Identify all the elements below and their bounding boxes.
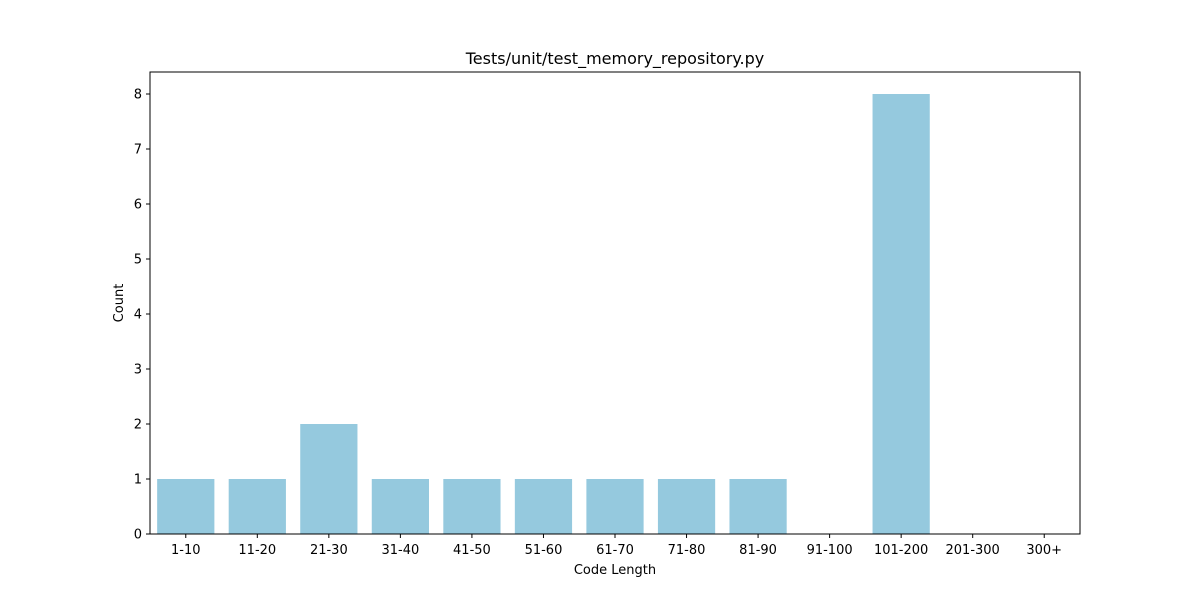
bar-41-50 bbox=[443, 479, 501, 534]
y-tick-label: 7 bbox=[134, 143, 142, 158]
x-tick-label: 201-300 bbox=[946, 543, 1000, 558]
y-tick-label: 2 bbox=[134, 418, 142, 433]
plot-area-frame bbox=[149, 71, 1081, 535]
x-axis-label: Code Length bbox=[574, 563, 656, 578]
bar-11-20 bbox=[228, 479, 286, 534]
y-tick-label: 1 bbox=[134, 473, 142, 488]
y-tick-label: 3 bbox=[134, 363, 142, 378]
bar-101-200 bbox=[872, 94, 930, 534]
chart-title: Tests/unit/test_memory_repository.py bbox=[465, 49, 765, 69]
x-tick-label: 61-70 bbox=[596, 543, 634, 558]
x-tick-label: 41-50 bbox=[453, 543, 491, 558]
bar-71-80 bbox=[657, 479, 716, 534]
y-tick-label: 0 bbox=[134, 528, 142, 543]
bar-1-10 bbox=[157, 479, 215, 534]
y-tick-label: 8 bbox=[134, 88, 142, 103]
x-tick-label: 300+ bbox=[1026, 543, 1062, 558]
x-tick-label: 1-10 bbox=[171, 543, 201, 558]
y-axis-label: Count bbox=[112, 284, 127, 323]
bars-group bbox=[157, 94, 930, 534]
bar-51-60 bbox=[514, 479, 573, 534]
bar-61-70 bbox=[586, 479, 644, 534]
bar-31-40 bbox=[371, 479, 429, 534]
y-tick-label: 5 bbox=[134, 253, 142, 268]
x-tick-label: 51-60 bbox=[525, 543, 563, 558]
x-tick-label: 11-20 bbox=[238, 543, 276, 558]
bar-81-90 bbox=[729, 479, 787, 534]
x-tick-label: 71-80 bbox=[668, 543, 706, 558]
x-tick-label: 31-40 bbox=[381, 543, 419, 558]
x-tick-label: 91-100 bbox=[807, 543, 853, 558]
x-axis-ticks: 1-10 11-20 21-30 31-40 41-50 51-60 61-70 71-80 8… bbox=[171, 534, 1062, 558]
y-tick-label: 6 bbox=[134, 198, 142, 213]
x-tick-label: 81-90 bbox=[739, 543, 777, 558]
x-tick-label: 101-200 bbox=[874, 543, 928, 558]
y-axis-ticks: 0 1 2 3 4 5 6 7 8 bbox=[134, 88, 150, 543]
x-tick-label: 21-30 bbox=[310, 543, 348, 558]
y-tick-label: 4 bbox=[134, 308, 142, 323]
bar-21-30 bbox=[300, 424, 358, 534]
